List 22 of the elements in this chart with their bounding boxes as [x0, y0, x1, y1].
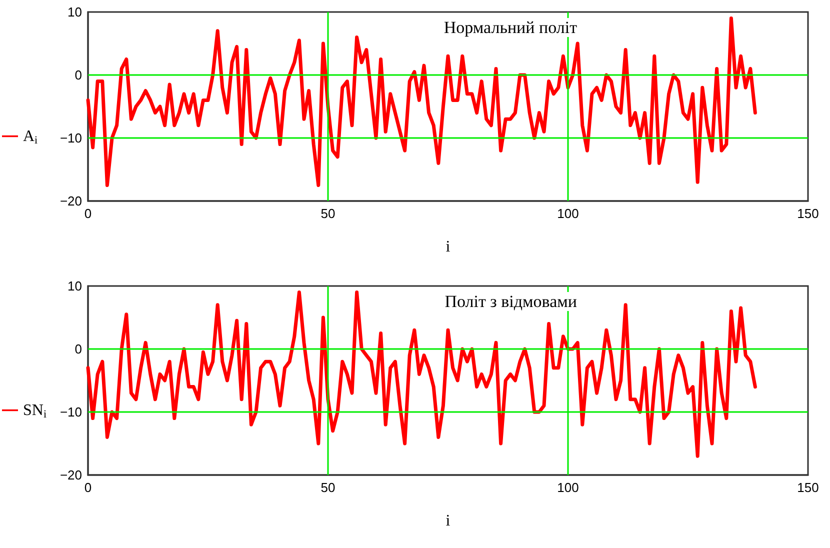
x-tick-label: 150: [797, 206, 819, 221]
x-tick-label: 100: [557, 206, 579, 221]
chart-title: Політ з відмовами: [444, 292, 577, 311]
y-tick-label: −10: [60, 404, 82, 420]
x-tick-label: 0: [84, 206, 92, 221]
x-tick-label: 50: [320, 206, 336, 221]
line-series: [86, 290, 757, 458]
line-series: [86, 16, 757, 187]
x-tick-label: 150: [797, 480, 819, 495]
x-tick-label: 50: [320, 480, 336, 495]
y-tick-label: 0: [74, 342, 82, 356]
x-axis-title: i: [446, 512, 451, 530]
y-tick-label: −20: [60, 194, 82, 208]
y-tick-label: 10: [68, 278, 82, 294]
y-tick-label: −10: [60, 130, 82, 146]
x-axis-title: i: [446, 238, 451, 256]
chart-title: Нормальний політ: [444, 18, 578, 37]
y-tick-label: −20: [60, 468, 82, 482]
x-tick-label: 0: [84, 480, 92, 495]
x-tick-label: 100: [557, 480, 579, 495]
y-tick-label: 0: [74, 68, 82, 82]
y-tick-label: 10: [68, 4, 82, 20]
